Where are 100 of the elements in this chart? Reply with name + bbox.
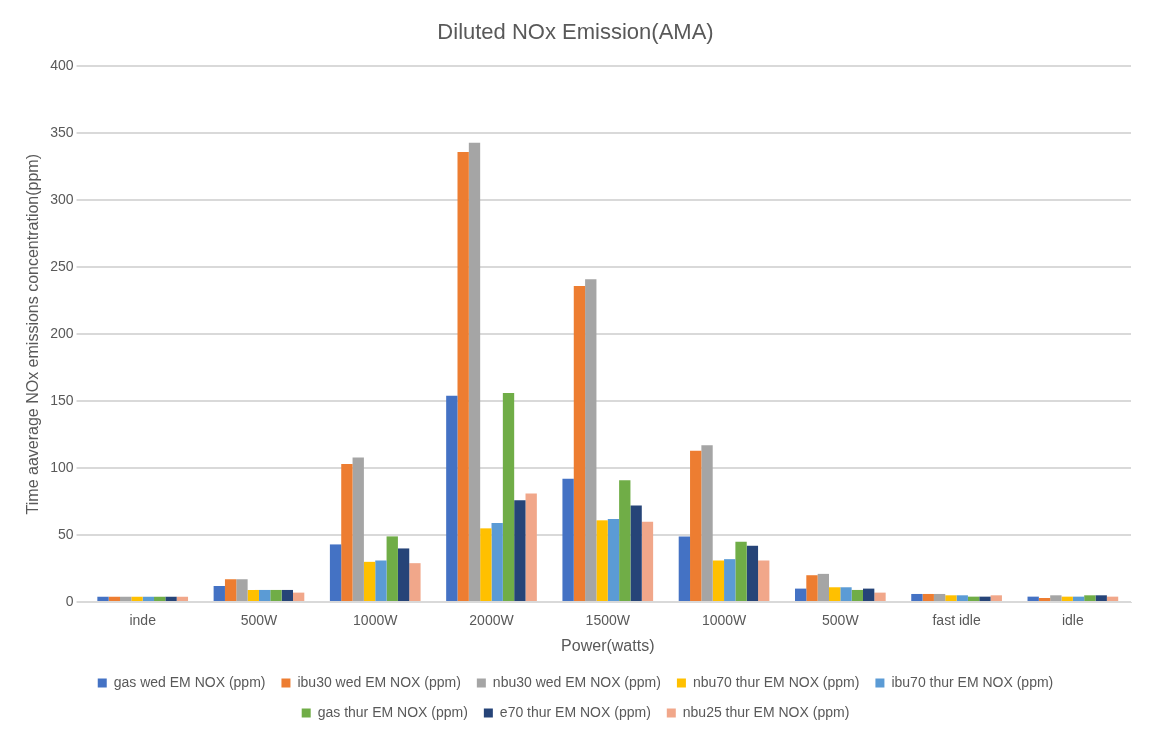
legend-label: nbu25 thur EM NOX (ppm) <box>682 703 850 720</box>
bar <box>690 450 702 601</box>
bar <box>956 595 968 601</box>
bar <box>806 575 818 601</box>
bar <box>712 560 725 601</box>
bar <box>120 596 132 601</box>
bar <box>281 589 293 601</box>
bar <box>131 596 143 601</box>
legend-label: e70 thur EM NOX (ppm) <box>499 703 651 720</box>
bar <box>1038 597 1051 601</box>
x-axis-title: Power(watts) <box>561 636 655 654</box>
bar <box>828 587 841 601</box>
bar <box>176 596 189 601</box>
x-tick-label: 500W <box>240 612 279 629</box>
bar <box>967 596 980 601</box>
bar <box>363 561 376 601</box>
bar <box>409 563 421 601</box>
bar <box>352 457 364 601</box>
bar <box>851 589 863 601</box>
legend-label: ibu70 thur EM NOX (ppm) <box>891 673 1054 690</box>
x-tick-label: 1000W <box>353 612 399 629</box>
bar <box>596 520 608 601</box>
bar <box>258 589 271 601</box>
bar <box>724 559 736 601</box>
bar <box>607 518 620 601</box>
bar <box>97 596 109 601</box>
bar <box>701 445 713 601</box>
bar <box>1095 595 1107 601</box>
y-tick-label: 200 <box>50 325 74 342</box>
x-tick-label: 500W <box>822 612 860 629</box>
bar <box>1084 595 1096 601</box>
x-tick-label: 2000W <box>469 612 515 629</box>
y-axis-title: Time aaverage NOx emissions concentration(ppm) <box>24 153 42 515</box>
x-tick-label: fast idle <box>932 612 981 629</box>
bar <box>502 393 515 601</box>
bar <box>1050 595 1062 601</box>
bar <box>247 589 259 601</box>
bar <box>1027 596 1039 601</box>
bar <box>573 286 586 601</box>
bar <box>619 480 631 601</box>
x-tick-label: idle <box>1061 612 1084 629</box>
legend-label: nbu30 wed EM NOX (ppm) <box>492 673 661 690</box>
bar <box>375 560 387 601</box>
bar <box>735 541 747 601</box>
y-tick-label: 0 <box>65 592 74 609</box>
bar <box>525 493 537 601</box>
bar <box>562 478 574 601</box>
legend-label: ibu30 wed EM NOX (ppm) <box>297 673 461 690</box>
bar <box>863 588 875 601</box>
bar <box>630 505 642 601</box>
bar <box>329 544 342 601</box>
bar <box>108 596 121 601</box>
bar <box>678 536 691 601</box>
bar <box>922 593 934 601</box>
bar <box>514 500 526 601</box>
legend-label: nbu70 thur EM NOX (ppm) <box>692 673 860 690</box>
bar <box>817 573 829 601</box>
bar <box>945 595 957 601</box>
y-tick-label: 100 <box>50 458 74 475</box>
bar <box>386 536 398 601</box>
bar <box>1106 596 1119 601</box>
bar <box>142 596 155 601</box>
legend-label: gas wed EM NOX (ppm) <box>113 673 266 690</box>
bar <box>213 585 225 601</box>
x-tick-label: inde <box>129 612 157 629</box>
bar <box>758 560 770 601</box>
x-tick-label: 1000W <box>701 612 748 629</box>
chart-title: Diluted NOx Emission(AMA) <box>437 19 714 45</box>
y-tick-label: 300 <box>50 191 74 208</box>
bar <box>794 588 807 601</box>
bar <box>990 595 1002 601</box>
bar <box>397 548 410 601</box>
bar <box>491 523 503 601</box>
bar <box>641 521 654 601</box>
bar <box>236 579 248 601</box>
bar <box>1072 596 1085 601</box>
bar <box>1061 596 1073 601</box>
bar <box>165 596 177 601</box>
bar <box>480 528 492 601</box>
bar <box>840 587 852 601</box>
y-tick-label: 350 <box>50 124 74 141</box>
bar <box>874 592 886 601</box>
y-tick-label: 50 <box>57 525 74 542</box>
y-tick-label: 400 <box>50 57 74 74</box>
bar <box>154 596 166 601</box>
bar <box>933 593 946 601</box>
bar <box>446 395 458 601</box>
bar <box>292 592 305 601</box>
legend-label: gas thur EM NOX (ppm) <box>317 703 468 720</box>
bar <box>746 545 759 601</box>
y-tick-label: 150 <box>50 392 74 409</box>
bar <box>224 579 237 601</box>
bar <box>270 589 282 601</box>
bar <box>585 279 597 601</box>
bar <box>341 464 353 601</box>
bar <box>468 142 481 601</box>
bar <box>979 596 991 601</box>
bar <box>911 593 923 601</box>
x-tick-label: 1500W <box>585 612 631 629</box>
y-tick-label: 250 <box>50 258 74 275</box>
